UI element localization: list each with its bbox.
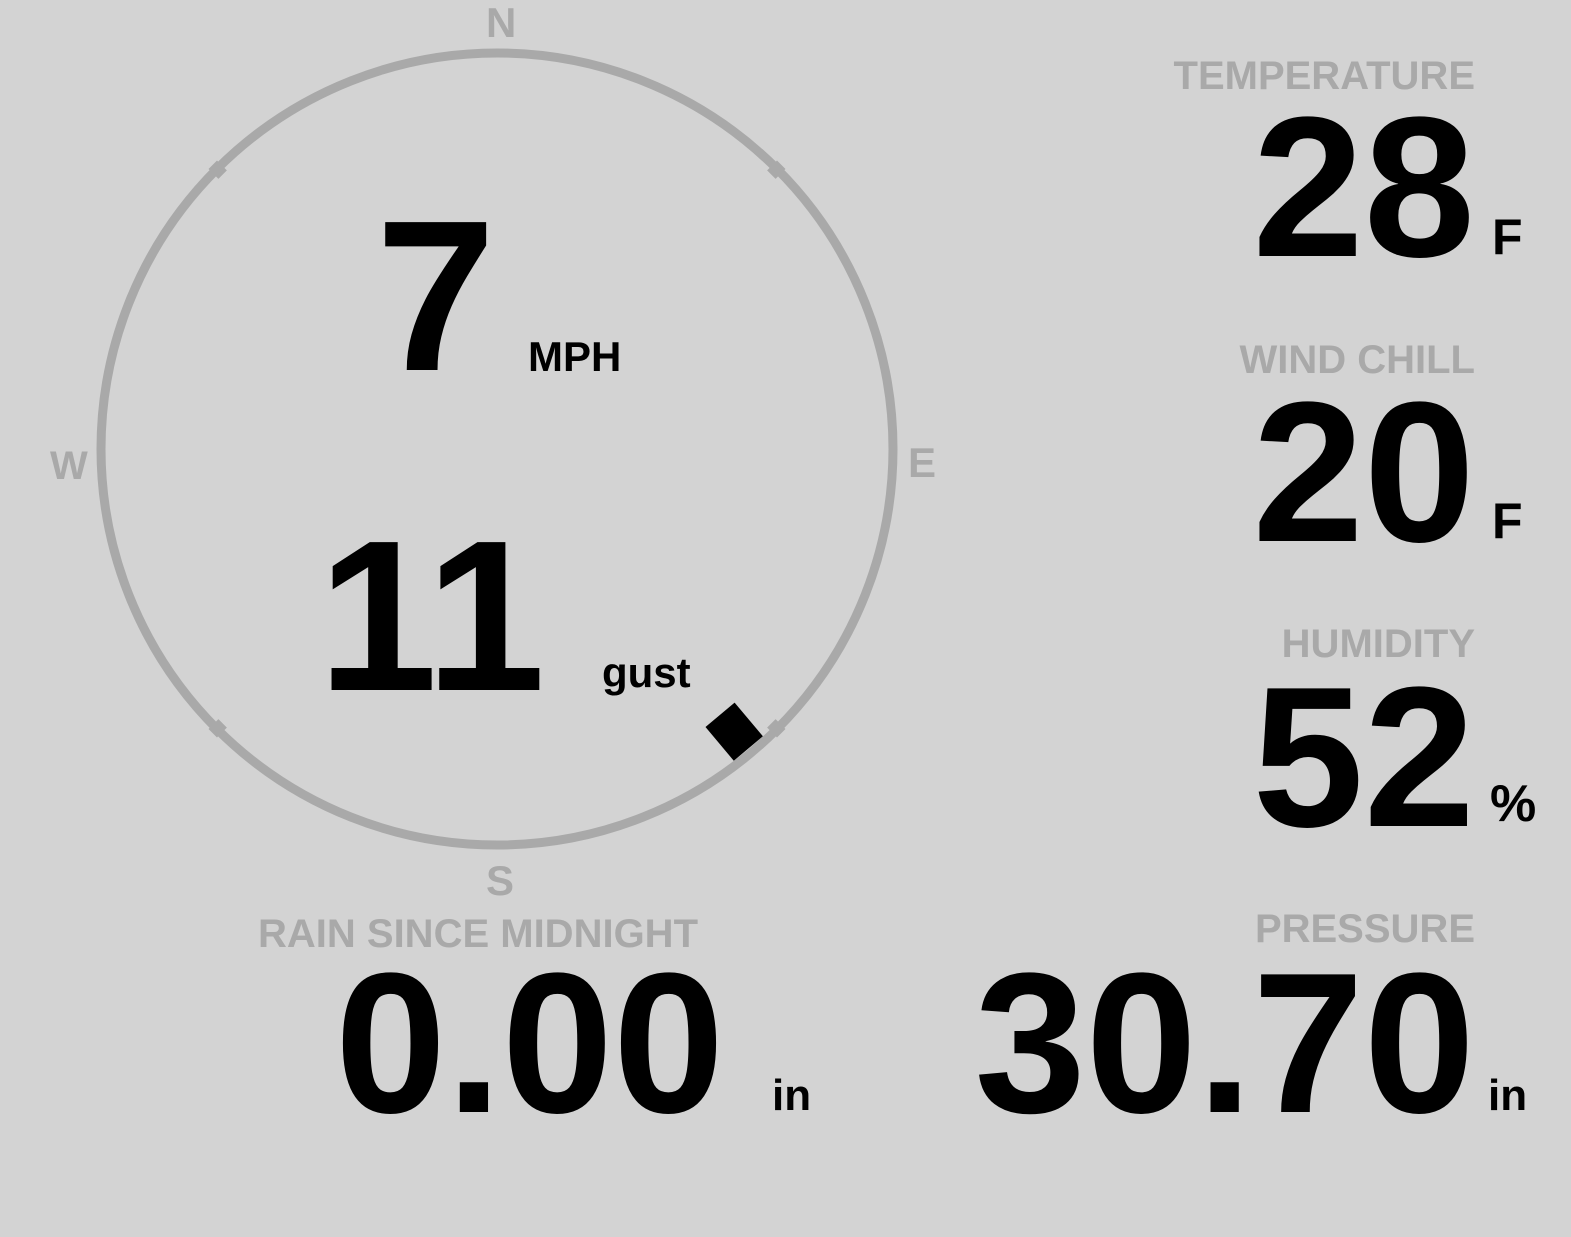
pressure-unit: in <box>1488 1071 1528 1120</box>
humidity-unit: % <box>1490 775 1537 833</box>
wind-chill-unit: F <box>1492 493 1523 549</box>
wind-compass <box>96 48 898 850</box>
temperature-unit: F <box>1492 209 1523 265</box>
humidity-value: 52 <box>1252 646 1475 869</box>
compass-ring <box>96 48 898 850</box>
compass-west-label: W <box>50 444 88 488</box>
wind-speed-value: 7 <box>376 175 496 416</box>
compass-tick <box>767 160 786 179</box>
compass-north-label: N <box>486 0 517 46</box>
wind-speed-unit: MPH <box>528 333 622 380</box>
rain-label: RAIN SINCE MIDNIGHT <box>258 912 698 956</box>
wind-chill-label: WIND CHILL <box>1239 338 1475 382</box>
compass-tick <box>208 719 227 738</box>
humidity-label: HUMIDITY <box>1281 622 1475 666</box>
compass-ticks <box>208 160 786 738</box>
compass-south-label: S <box>486 857 515 904</box>
wind-direction-marker <box>705 702 763 761</box>
pressure-value: 30.70 <box>974 932 1476 1155</box>
temperature-value: 28 <box>1252 76 1475 299</box>
rain-value: 0.00 <box>335 932 725 1155</box>
compass-east-label: E <box>908 439 937 486</box>
compass-tick <box>767 719 786 738</box>
pressure-label: PRESSURE <box>1254 907 1475 951</box>
compass-tick <box>208 160 227 179</box>
wind-gust-value: 11 <box>318 495 546 736</box>
rain-unit: in <box>772 1071 812 1120</box>
wind-gust-unit: gust <box>602 649 691 696</box>
wind-chill-value: 20 <box>1252 361 1475 584</box>
temperature-label: TEMPERATURE <box>1173 54 1475 98</box>
